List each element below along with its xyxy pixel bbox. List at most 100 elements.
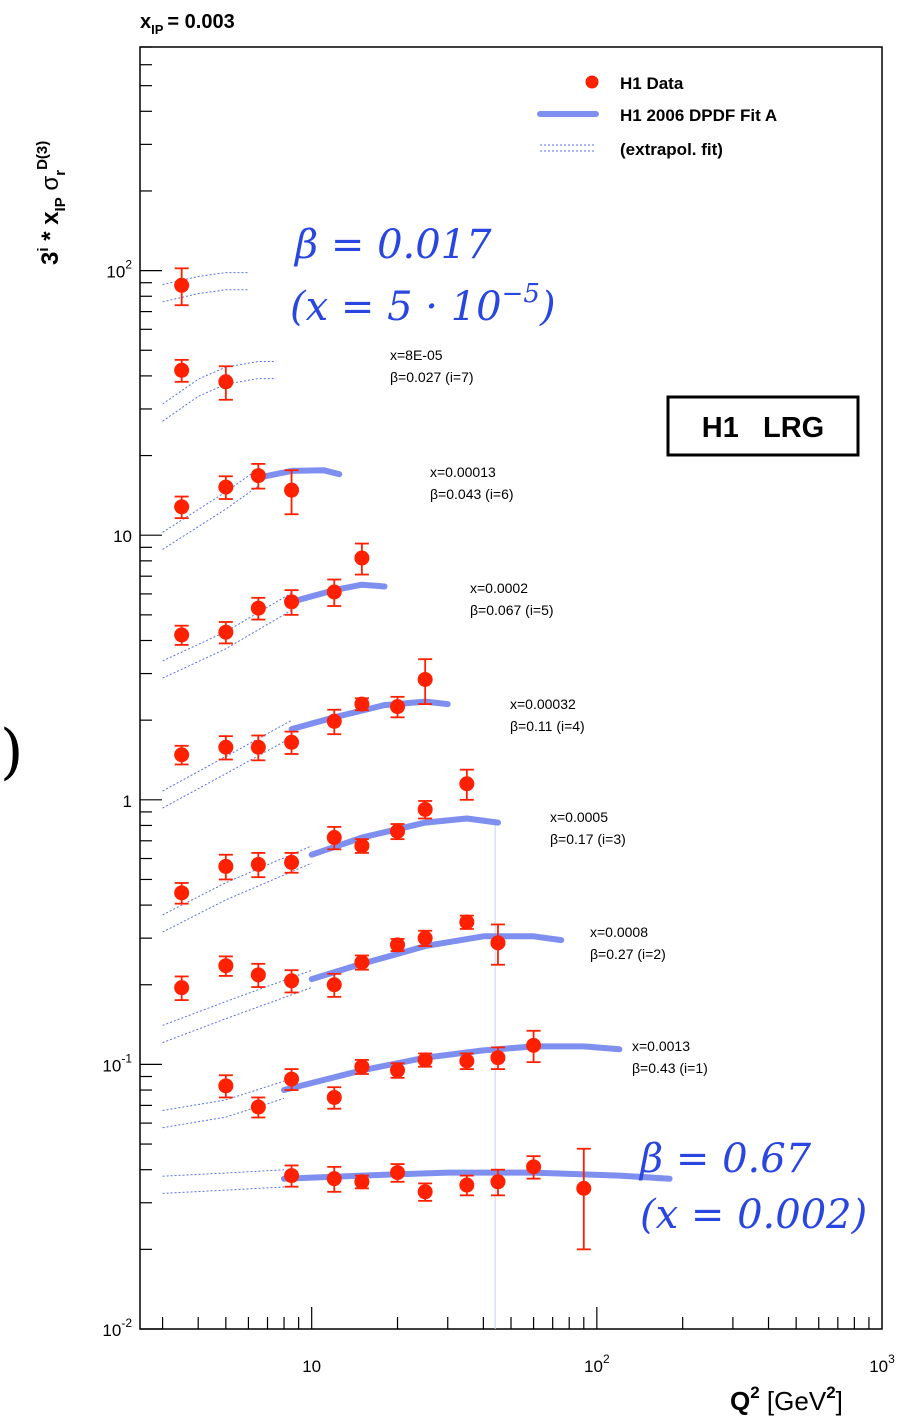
bin-label-x: x=0.0008 xyxy=(590,924,648,940)
bin-label-beta: β=0.17 (i=3) xyxy=(550,831,626,847)
data-point xyxy=(459,914,475,930)
x-tick-label: 103 xyxy=(869,1352,895,1376)
fit-curve xyxy=(288,698,451,733)
data-point xyxy=(284,1071,300,1087)
data-point xyxy=(174,980,190,996)
bin-label-x: x=0.00013 xyxy=(430,464,496,480)
legend-fit-label: H1 2006 DPDF Fit A xyxy=(620,106,777,125)
fit-curve xyxy=(281,1169,673,1182)
data-point xyxy=(459,1177,475,1193)
data-point xyxy=(354,954,370,970)
data-point xyxy=(218,739,234,755)
data-point xyxy=(390,823,406,839)
data-point xyxy=(250,856,266,872)
extrapolated-fit-lower xyxy=(162,1186,285,1194)
extrapolated-fit-upper xyxy=(162,1080,285,1111)
data-point xyxy=(326,977,342,993)
x-axis-title: Q2 [GeV2] xyxy=(730,1383,843,1416)
data-point xyxy=(490,935,506,951)
xpom-label: xIP = 0.003 xyxy=(140,11,235,37)
data-point xyxy=(284,734,300,750)
bin-label-x: x=0.0013 xyxy=(632,1038,690,1054)
data-point xyxy=(490,1174,506,1190)
top-x-annotation: (x = 5 · 10−5) xyxy=(290,279,556,330)
data-point xyxy=(218,479,234,495)
data-point xyxy=(326,713,342,729)
data-point xyxy=(576,1180,592,1196)
extrapolated-fit-lower xyxy=(162,609,292,679)
fit-curve xyxy=(288,581,388,605)
extrapolated-fit-lower xyxy=(162,1097,285,1129)
data-point xyxy=(417,671,433,687)
data-point xyxy=(218,1078,234,1094)
fit-curve xyxy=(308,815,501,858)
data-point xyxy=(174,627,190,643)
data-point xyxy=(174,747,190,763)
top-beta-annotation: β = 0.017 xyxy=(293,222,492,268)
y-tick-label: 10-1 xyxy=(102,1051,132,1075)
data-point xyxy=(459,776,475,792)
y-tick-label: 10-2 xyxy=(102,1316,132,1340)
bin-label-beta: β=0.043 (i=6) xyxy=(430,486,514,502)
svg-text:H1 LRG: H1 LRG xyxy=(702,412,824,444)
data-point xyxy=(284,594,300,610)
data-point xyxy=(354,1174,370,1190)
extrapolated-fit-upper xyxy=(162,969,312,1026)
data-point xyxy=(417,801,433,817)
data-point xyxy=(354,550,370,566)
data-point xyxy=(284,973,300,989)
fit-curve xyxy=(308,933,565,983)
legend-extrap-label: (extrapol. fit) xyxy=(620,140,723,159)
data-point xyxy=(174,362,190,378)
data-point xyxy=(250,468,266,484)
data-point xyxy=(417,930,433,946)
data-point xyxy=(326,830,342,846)
extrapolated-fit-upper xyxy=(162,468,259,533)
data-point xyxy=(417,1184,433,1200)
data-point xyxy=(218,958,234,974)
data-point xyxy=(354,838,370,854)
data-point xyxy=(459,1053,475,1069)
data-point xyxy=(218,374,234,390)
data-point xyxy=(284,482,300,498)
data-point xyxy=(218,624,234,640)
data-point xyxy=(174,885,190,901)
bin-label-x: x=0.0002 xyxy=(470,580,528,596)
y-tick-label: 102 xyxy=(106,258,132,282)
bin-label-x: x=0.0005 xyxy=(550,809,608,825)
data-point xyxy=(526,1159,542,1175)
extrapolated-fit-upper xyxy=(162,845,312,916)
data-point xyxy=(250,600,266,616)
extrapolated-fit-upper xyxy=(162,1169,285,1177)
data-point xyxy=(390,1062,406,1078)
x-tick-label: 102 xyxy=(584,1352,610,1376)
legend-data-marker xyxy=(585,75,599,89)
data-point xyxy=(354,696,370,712)
bin-label-beta: β=0.067 (i=5) xyxy=(470,602,554,618)
data-points xyxy=(174,267,592,1251)
cut-off-annotation-fragment: ) xyxy=(0,717,23,787)
fit-curves xyxy=(162,272,673,1194)
extrapolated-fit-lower xyxy=(162,862,312,933)
data-point xyxy=(326,1171,342,1187)
extrapolated-fit-lower xyxy=(162,485,259,550)
bottom-x-annotation: (x = 0.002) xyxy=(640,1192,867,1238)
data-point xyxy=(354,1059,370,1075)
bin-label-beta: β=0.11 (i=4) xyxy=(510,718,585,734)
data-point xyxy=(390,937,406,953)
data-point xyxy=(326,1089,342,1105)
data-point xyxy=(250,1099,266,1115)
data-point xyxy=(250,967,266,983)
legend: H1 Data H1 2006 DPDF Fit A (extrapol. fi… xyxy=(537,74,777,159)
extrapolated-fit-lower xyxy=(162,289,249,303)
data-point xyxy=(218,858,234,874)
y-tick-label: 1 xyxy=(123,792,132,811)
minor-ticks xyxy=(140,46,870,1330)
bin-label-beta: β=0.27 (i=2) xyxy=(590,946,666,962)
y-tick-label: 10 xyxy=(113,527,132,546)
data-point xyxy=(174,277,190,293)
data-point xyxy=(250,739,266,755)
bin-label-beta: β=0.027 (i=7) xyxy=(390,369,474,385)
bottom-beta-annotation: β = 0.67 xyxy=(638,1136,812,1182)
